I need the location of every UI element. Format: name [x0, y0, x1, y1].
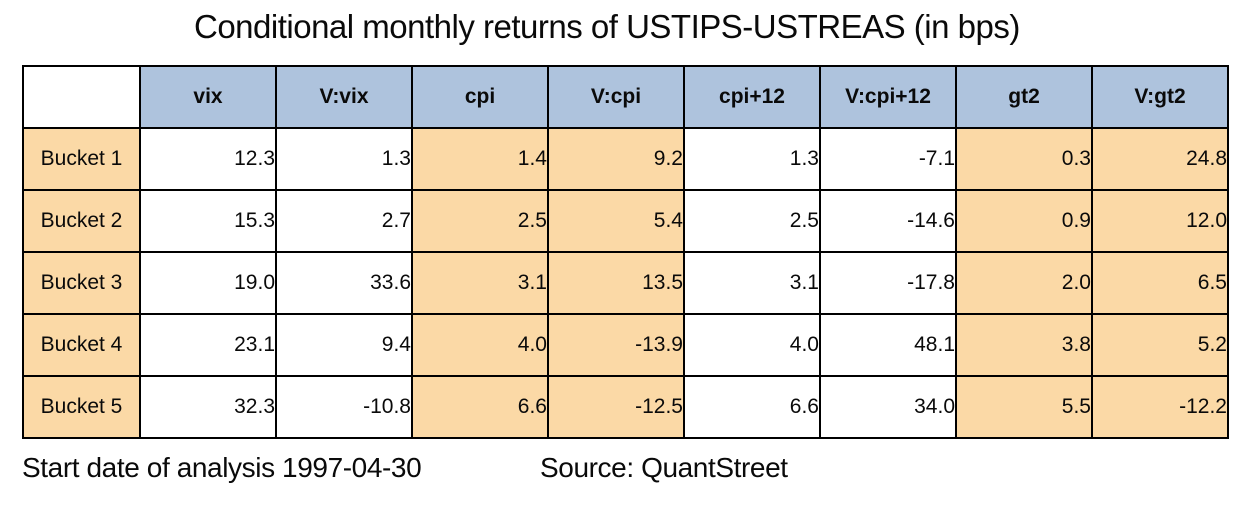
column-header-cpi12: cpi+12: [683, 65, 821, 129]
table-row: Bucket 3 19.0 33.6 3.1 13.5 3.1 -17.8 2.…: [22, 251, 1229, 315]
row-label-bucket-1: Bucket 1: [22, 127, 141, 191]
table-cell: 19.0: [139, 251, 277, 315]
table-cell: 3.1: [411, 251, 549, 315]
corner-cell: [22, 65, 141, 129]
table-cell: 0.9: [955, 189, 1093, 253]
table-cell: 12.3: [139, 127, 277, 191]
column-header-v-vix: V:vix: [275, 65, 413, 129]
table-cell: 2.5: [683, 189, 821, 253]
returns-table: vix V:vix cpi V:cpi cpi+12 V:cpi+12 gt2 …: [22, 65, 1229, 439]
table-cell: 6.6: [411, 375, 549, 439]
table-row: Bucket 4 23.1 9.4 4.0 -13.9 4.0 48.1 3.8…: [22, 313, 1229, 377]
table-cell: 12.0: [1091, 189, 1229, 253]
column-header-vix: vix: [139, 65, 277, 129]
table-cell: -7.1: [819, 127, 957, 191]
column-header-v-cpi: V:cpi: [547, 65, 685, 129]
table-cell: 2.5: [411, 189, 549, 253]
table-row: Bucket 1 12.3 1.3 1.4 9.2 1.3 -7.1 0.3 2…: [22, 127, 1229, 191]
table-cell: 2.0: [955, 251, 1093, 315]
table-cell: 1.4: [411, 127, 549, 191]
column-header-cpi: cpi: [411, 65, 549, 129]
table-row: Bucket 5 32.3 -10.8 6.6 -12.5 6.6 34.0 5…: [22, 375, 1229, 439]
table-row: Bucket 2 15.3 2.7 2.5 5.4 2.5 -14.6 0.9 …: [22, 189, 1229, 253]
table-cell: 6.5: [1091, 251, 1229, 315]
table-cell: 2.7: [275, 189, 413, 253]
table-cell: 0.3: [955, 127, 1093, 191]
table-cell: -13.9: [547, 313, 685, 377]
table-cell: -12.2: [1091, 375, 1229, 439]
table-cell: -12.5: [547, 375, 685, 439]
table-cell: 32.3: [139, 375, 277, 439]
table-cell: 4.0: [411, 313, 549, 377]
table-cell: -14.6: [819, 189, 957, 253]
row-label-bucket-2: Bucket 2: [22, 189, 141, 253]
source-note: Source: QuantStreet: [540, 452, 788, 483]
table-cell: 3.1: [683, 251, 821, 315]
table-cell: 5.2: [1091, 313, 1229, 377]
table-cell: 48.1: [819, 313, 957, 377]
table-cell: 13.5: [547, 251, 685, 315]
table-cell: 1.3: [275, 127, 413, 191]
row-label-bucket-3: Bucket 3: [22, 251, 141, 315]
row-label-bucket-5: Bucket 5: [22, 375, 141, 439]
table-cell: 6.6: [683, 375, 821, 439]
table-cell: -17.8: [819, 251, 957, 315]
table-cell: 34.0: [819, 375, 957, 439]
table-cell: 5.5: [955, 375, 1093, 439]
table-cell: 3.8: [955, 313, 1093, 377]
table-cell: 9.4: [275, 313, 413, 377]
row-label-bucket-4: Bucket 4: [22, 313, 141, 377]
header-row: vix V:vix cpi V:cpi cpi+12 V:cpi+12 gt2 …: [22, 65, 1229, 129]
column-header-v-gt2: V:gt2: [1091, 65, 1229, 129]
table-cell: 9.2: [547, 127, 685, 191]
table-cell: 15.3: [139, 189, 277, 253]
table-cell: 33.6: [275, 251, 413, 315]
table-cell: 4.0: [683, 313, 821, 377]
table-cell: 5.4: [547, 189, 685, 253]
table-cell: 23.1: [139, 313, 277, 377]
table-cell: 24.8: [1091, 127, 1229, 191]
start-date-note: Start date of analysis 1997-04-30: [22, 452, 422, 483]
chart-title: Conditional monthly returns of USTIPS-US…: [194, 8, 1020, 45]
column-header-v-cpi12: V:cpi+12: [819, 65, 957, 129]
column-header-gt2: gt2: [955, 65, 1093, 129]
table-cell: -10.8: [275, 375, 413, 439]
table-cell: 1.3: [683, 127, 821, 191]
